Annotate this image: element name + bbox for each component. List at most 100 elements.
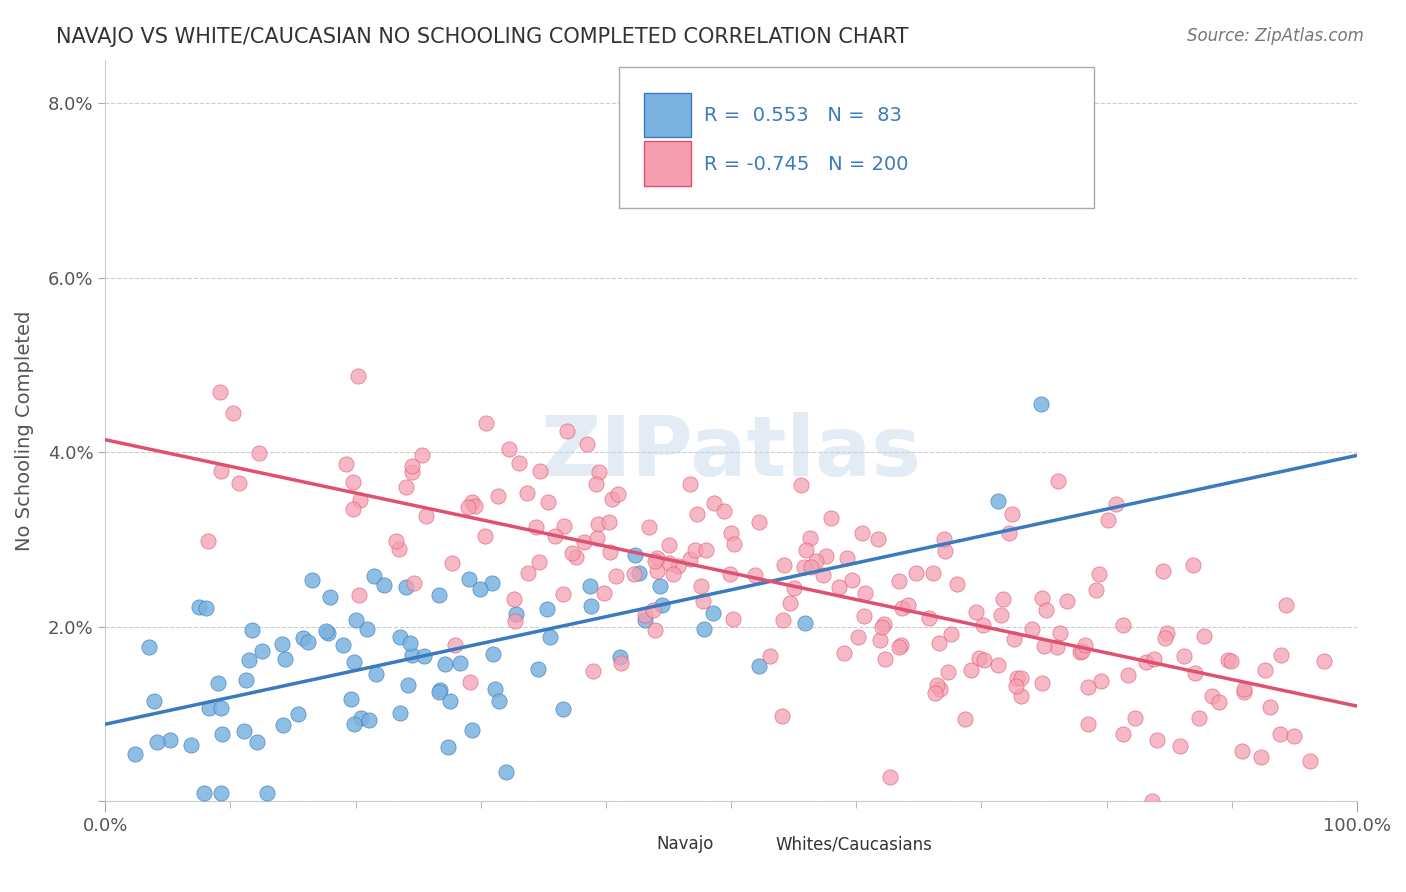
Point (987, 658, 1010, 673)
Point (870, 619, 893, 633)
Point (853, 586, 876, 600)
Point (555, 425, 578, 439)
Point (209, 465, 232, 479)
Point (238, 653, 260, 667)
Point (703, 496, 725, 510)
Point (1031, 591, 1053, 605)
Point (783, 582, 806, 596)
Point (932, 533, 955, 547)
Point (945, 576, 967, 591)
Point (335, 457, 357, 471)
Point (1182, 558, 1205, 572)
Point (553, 702, 575, 716)
Point (508, 456, 530, 470)
FancyBboxPatch shape (737, 831, 769, 861)
Point (124, 747, 146, 762)
Point (1216, 653, 1239, 667)
Point (495, 764, 517, 779)
Point (464, 499, 486, 513)
Point (197, 534, 219, 549)
Point (1005, 679, 1028, 693)
Point (692, 622, 714, 636)
Point (1010, 671, 1032, 685)
Point (395, 580, 418, 594)
Point (437, 739, 460, 754)
Point (536, 602, 558, 616)
Point (1004, 632, 1026, 646)
Point (319, 591, 342, 605)
Point (256, 786, 278, 800)
Text: R = -0.745   N = 200: R = -0.745 N = 200 (703, 155, 908, 175)
Point (1143, 651, 1166, 665)
Point (342, 475, 364, 489)
Point (159, 732, 181, 747)
Point (401, 648, 423, 663)
Point (246, 735, 269, 749)
Point (1035, 603, 1057, 617)
Point (599, 545, 621, 559)
Point (890, 638, 912, 652)
Point (585, 476, 607, 491)
Point (770, 709, 793, 723)
Point (799, 531, 821, 545)
Point (363, 568, 385, 582)
Point (1156, 625, 1178, 640)
Point (270, 637, 292, 651)
Point (208, 384, 231, 399)
Point (1112, 727, 1135, 741)
Point (658, 556, 681, 570)
Point (609, 649, 631, 664)
Point (187, 600, 209, 615)
Point (647, 550, 669, 565)
Point (1188, 711, 1211, 725)
Point (806, 553, 828, 567)
Point (484, 681, 506, 696)
Point (399, 636, 422, 650)
Point (197, 701, 219, 715)
Point (1021, 622, 1043, 636)
Point (891, 601, 914, 615)
Text: ZIPatlas: ZIPatlas (541, 412, 922, 493)
Point (651, 598, 673, 612)
Point (928, 636, 950, 650)
Point (427, 685, 450, 699)
Point (634, 613, 657, 627)
Point (516, 566, 538, 580)
Point (650, 578, 672, 592)
Point (1049, 626, 1071, 640)
Point (917, 610, 939, 624)
Point (1105, 497, 1128, 511)
Point (588, 466, 610, 480)
Point (987, 494, 1010, 508)
Point (232, 724, 254, 739)
Point (846, 631, 869, 645)
Point (1090, 673, 1112, 688)
Point (1173, 649, 1195, 664)
Point (516, 486, 538, 500)
Point (1208, 695, 1230, 709)
Point (835, 550, 858, 565)
Point (461, 494, 484, 508)
Point (412, 648, 434, 663)
Text: Navajo: Navajo (657, 836, 713, 854)
Point (713, 504, 735, 518)
Point (460, 674, 482, 689)
Point (486, 489, 509, 503)
Point (575, 437, 598, 451)
Point (873, 617, 896, 632)
Point (1184, 666, 1206, 681)
Point (779, 596, 801, 610)
Point (388, 706, 411, 720)
Point (624, 549, 647, 563)
Point (1219, 654, 1241, 668)
Point (600, 492, 623, 507)
Point (274, 651, 297, 665)
Point (759, 649, 782, 664)
Point (146, 735, 169, 749)
Point (772, 613, 794, 627)
Point (449, 656, 471, 670)
Point (598, 515, 620, 529)
Point (965, 605, 987, 619)
Point (702, 606, 724, 620)
Point (1201, 690, 1223, 704)
